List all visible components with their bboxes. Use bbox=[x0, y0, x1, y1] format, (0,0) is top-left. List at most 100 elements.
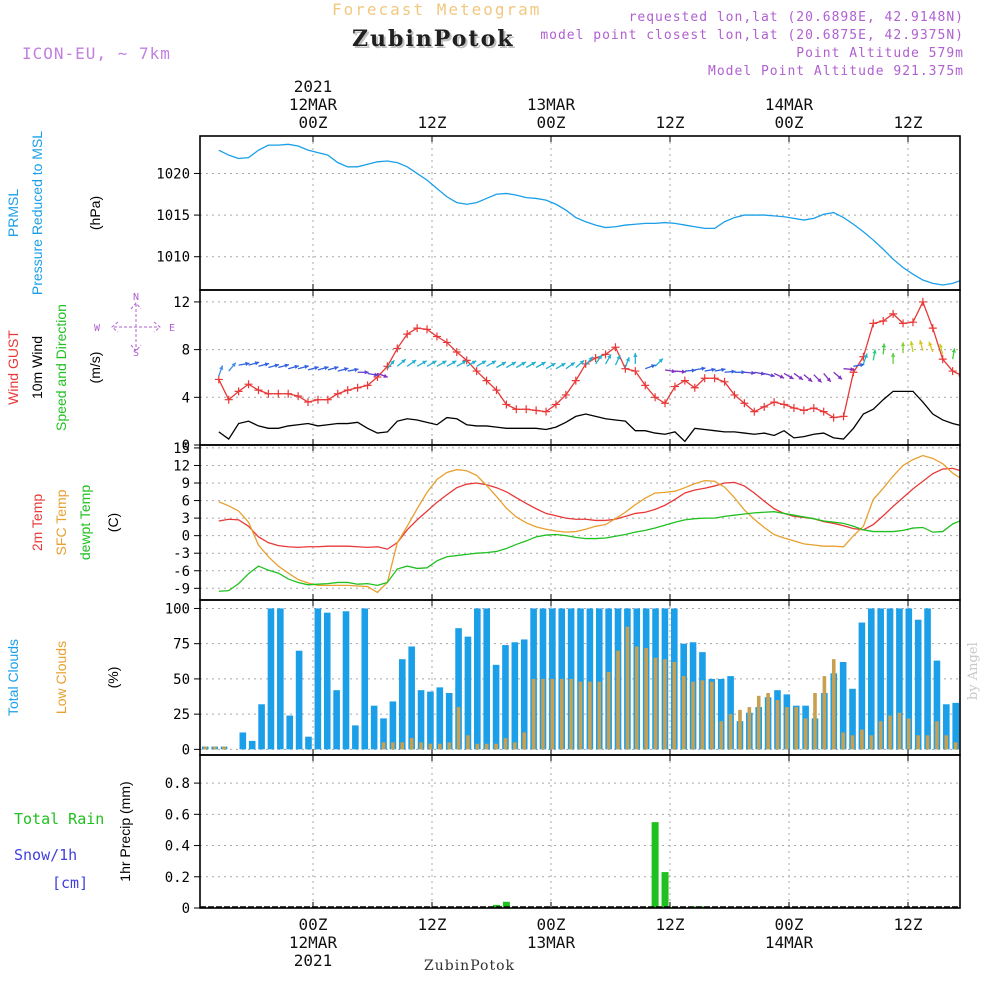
panel-label: Pressure Reduced to MSL bbox=[29, 131, 45, 295]
panel-clouds: 0 25 50 75 100 Total Clouds Low Clouds (%) bbox=[5, 599, 961, 758]
gust-marker bbox=[948, 367, 957, 376]
bar-total-clouds bbox=[530, 608, 537, 750]
plot-area-wind bbox=[214, 297, 967, 443]
wind-arrow bbox=[764, 372, 776, 378]
top-time-label: 12MAR bbox=[289, 95, 338, 114]
gust-marker bbox=[690, 383, 699, 392]
wind-arrow-head bbox=[721, 367, 726, 372]
bar-low-clouds bbox=[644, 647, 648, 750]
bar-low-clouds bbox=[860, 729, 864, 750]
bar-total-clouds bbox=[727, 676, 734, 750]
wind-arrow bbox=[426, 360, 437, 367]
wind-arrow bbox=[218, 365, 224, 377]
wind-arrow-head bbox=[334, 365, 339, 371]
wind-arrow bbox=[633, 352, 638, 364]
top-time-label: 14MAR bbox=[765, 95, 814, 114]
bar-low-clouds bbox=[588, 681, 592, 750]
wind-arrow bbox=[724, 369, 736, 374]
panel-frame bbox=[199, 289, 961, 446]
bottom-time-label: 13MAR bbox=[527, 933, 576, 952]
wind-arrow-head bbox=[364, 370, 369, 375]
station-name: ZubinPotok bbox=[352, 26, 515, 52]
wind-arrow-head bbox=[511, 362, 516, 366]
gust-marker bbox=[571, 376, 580, 385]
bar-low-clouds bbox=[719, 721, 723, 750]
bar-total-clouds bbox=[577, 608, 584, 750]
wind-arrow bbox=[258, 362, 270, 367]
wind-arrow bbox=[565, 361, 576, 370]
footer-station-name: ZubinPotok bbox=[424, 958, 516, 974]
gust-marker bbox=[244, 380, 253, 389]
gust-marker bbox=[730, 390, 739, 399]
wind-arrow-head bbox=[461, 360, 467, 365]
plot-area-precip bbox=[200, 822, 960, 908]
bar-low-clouds bbox=[550, 678, 555, 750]
panel-label: (C) bbox=[105, 513, 121, 532]
wind-arrow-head bbox=[817, 378, 822, 383]
point-altitude: Point Altitude 579m bbox=[796, 46, 964, 61]
panel-label: (m/s) bbox=[87, 352, 103, 384]
compass-n: N bbox=[133, 292, 139, 303]
bar-low-clouds bbox=[907, 718, 911, 750]
bar-low-clouds bbox=[522, 732, 527, 750]
gust-marker bbox=[591, 353, 600, 362]
bar-low-clouds bbox=[738, 709, 742, 750]
gust-marker bbox=[313, 395, 322, 404]
wind-arrow-head bbox=[751, 370, 756, 376]
bar-low-clouds bbox=[625, 626, 630, 750]
gust-marker bbox=[472, 367, 481, 376]
series-line-wind-1 bbox=[218, 390, 960, 443]
gust-marker bbox=[918, 297, 927, 306]
bar-total-clouds bbox=[502, 645, 509, 750]
gust-marker bbox=[938, 355, 947, 364]
top-time-label: 2021 bbox=[294, 77, 333, 96]
bar-low-clouds bbox=[428, 743, 433, 750]
bar-total-clouds bbox=[839, 662, 847, 750]
bar-low-clouds bbox=[700, 680, 705, 750]
wind-arrow bbox=[476, 360, 487, 367]
y-tick-label: -9 bbox=[173, 581, 190, 597]
wind-arrow bbox=[872, 349, 877, 361]
bar-low-clouds bbox=[756, 695, 761, 750]
wind-arrow-head bbox=[314, 365, 319, 371]
wind-arrow-shaft bbox=[963, 352, 967, 362]
y-tick-label: 1020 bbox=[156, 166, 190, 182]
wind-arrow bbox=[928, 341, 934, 353]
y-tick-label: 0.8 bbox=[165, 776, 190, 792]
gust-marker bbox=[561, 390, 570, 399]
wind-arrow bbox=[773, 372, 785, 379]
bar-rain bbox=[661, 872, 669, 908]
precip-side-label: Snow/1h bbox=[14, 846, 77, 864]
gust-marker bbox=[908, 318, 917, 327]
gust-marker bbox=[720, 377, 729, 386]
y-tick-label: 0.4 bbox=[165, 839, 190, 855]
compass-w: W bbox=[94, 323, 101, 334]
wind-arrow bbox=[694, 366, 706, 371]
wind-arrow bbox=[793, 372, 804, 381]
wind-arrow bbox=[900, 342, 906, 354]
bottom-time-label: 12MAR bbox=[289, 933, 338, 952]
wind-arrow-head bbox=[284, 363, 289, 368]
wind-arrow-head bbox=[588, 356, 593, 362]
wind-arrow-head bbox=[807, 377, 813, 382]
panel-label: SFC Temp bbox=[53, 489, 69, 555]
bottom-time-label: 12Z bbox=[894, 915, 923, 934]
bar-total-clouds bbox=[248, 740, 256, 750]
wind-arrow bbox=[575, 359, 585, 368]
gust-marker bbox=[710, 374, 719, 383]
bar-total-clouds bbox=[849, 688, 856, 750]
bar-low-clouds bbox=[710, 681, 714, 750]
wind-arrow bbox=[624, 356, 630, 368]
model-point-coordinates: model point closest lon,lat (20.6875E, 4… bbox=[540, 28, 964, 43]
gust-marker bbox=[294, 392, 303, 401]
model-altitude: Model Point Altitude 921.375m bbox=[708, 64, 964, 79]
wind-arrow bbox=[595, 354, 603, 365]
wind-arrow bbox=[278, 363, 290, 369]
y-tick-label: 0.6 bbox=[165, 807, 190, 823]
bar-low-clouds bbox=[597, 681, 602, 750]
bar-low-clouds bbox=[663, 659, 667, 750]
wind-arrow-head bbox=[219, 365, 224, 370]
bar-low-clouds bbox=[944, 735, 949, 750]
wind-arrow bbox=[734, 370, 746, 375]
wind-arrow bbox=[744, 370, 756, 376]
